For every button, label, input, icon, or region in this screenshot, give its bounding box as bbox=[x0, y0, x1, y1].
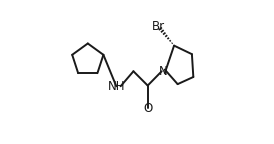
Text: Br: Br bbox=[152, 20, 165, 33]
Text: N: N bbox=[159, 65, 168, 78]
Text: NH: NH bbox=[108, 80, 125, 93]
Text: O: O bbox=[143, 102, 152, 115]
